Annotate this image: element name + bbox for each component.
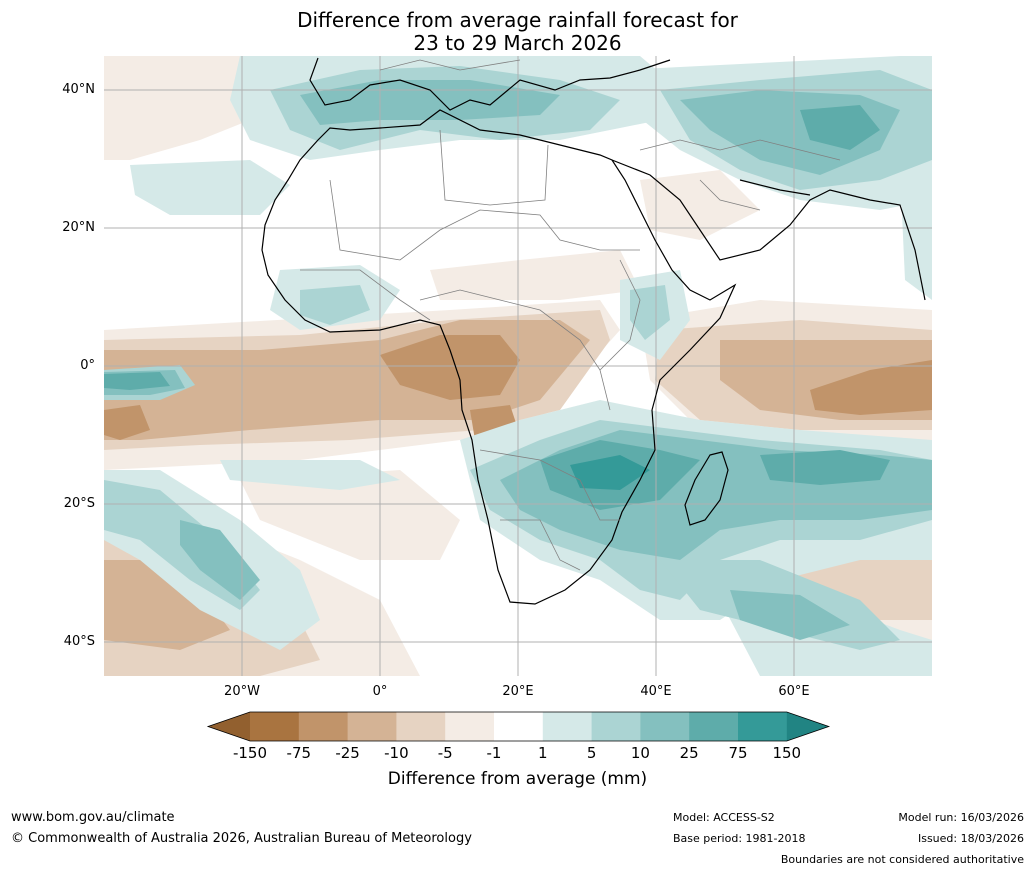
border-europe [379,59,521,71]
footer-model-run: Model run: 16/03/2026 [898,811,1024,824]
title-line-1: Difference from average rainfall forecas… [297,8,738,32]
border-southern-africa [479,449,620,521]
lat-label-40n: 40°N [62,82,95,97]
wet-strong-atlantic [104,372,170,390]
map-plot-area [104,56,932,676]
lon-label-40e: 40°E [640,684,672,699]
lon-label-20w: 20°W [224,684,260,699]
colorbar-segment [298,712,349,741]
lat-label-20n: 20°N [62,220,95,235]
footer-copyright: © Commonwealth of Australia 2026, Austra… [11,831,472,846]
colorbar-tick-label: 1 [538,744,548,762]
coastlines [261,57,926,605]
dry-medium-south-atlantic [104,560,230,650]
colorbar-segment [591,712,641,741]
footer-base-period: Base period: 1981-2018 [673,832,806,845]
lat-label-20s: 20°S [63,496,95,511]
dry-strong-congo [380,335,520,400]
colorbar-tick-label: 75 [728,744,748,762]
dry-slight-sahara-south [430,250,640,300]
lon-label-60e: 60°E [778,684,810,699]
border-arabia [699,179,761,211]
wet-medium-south-atlantic [180,520,260,600]
wet-very-strong-southern-africa [570,455,650,490]
coastline-europe [309,57,671,111]
coastline-africa [261,109,737,605]
graticule [104,56,932,676]
wet-medium-indian-ocean [730,590,850,640]
border-west-africa [300,269,431,321]
colorbar-tick-label: 5 [586,744,597,762]
colorbar-tick-label: 10 [630,744,650,762]
colorbar-tick-label: 25 [679,744,699,762]
border-southern-africa-2 [500,519,581,571]
border-east-africa [599,259,641,371]
colorbar-tick-label: -5 [437,744,453,762]
wet-strong-middle-east [800,105,880,150]
footer-model: Model: ACCESS-S2 [673,811,775,824]
colorbar-tick-label: -150 [232,744,268,762]
coastline-arabian-sea [739,179,811,196]
colorbar [206,711,831,742]
wet-strong-indian-ocean [760,450,890,485]
wet-slight-arabian-sea [900,160,932,300]
colorbar-segment [738,712,788,741]
colorbar-tick-label: -75 [286,744,312,762]
colorbar-high-extend [786,712,829,741]
lon-label-20e: 20°E [502,684,534,699]
coastline-arabia [611,159,926,301]
footer-disclaimer: Boundaries are not considered authoritat… [780,853,1024,866]
colorbar-segment [347,712,397,741]
colorbar-segment [542,712,593,741]
lat-label-0: 0° [80,358,95,373]
wet-light-east-africa [630,285,670,340]
dry-slight-mid-atlantic [240,470,460,560]
colorbar-tick-label: 150 [772,744,802,762]
wet-slight-north-atlantic [130,160,290,215]
colorbar-segment [640,712,690,741]
colorbar-segment [494,712,544,741]
colorbar-tick-label: -1 [486,744,502,762]
colorbar-low-extend [208,712,250,741]
colorbar-tick-label: -10 [384,744,409,762]
colorbar-outline [206,711,831,742]
dry-strong-atlantic [104,405,150,440]
lon-label-0: 0° [372,684,388,699]
colorbar-segment [396,712,446,741]
wet-slight-south-atlantic [220,460,400,490]
border-sahara [439,129,549,206]
border-middle-east [639,139,841,161]
border-north-africa [329,179,640,261]
footer-website[interactable]: www.bom.gov.au/climate [11,810,175,825]
wet-light-west-africa [300,285,370,325]
lat-label-40s: 40°S [63,634,95,649]
dry-strong-indian-ocean [810,360,932,415]
colorbar-tick-label: -25 [335,744,360,762]
chart-title: Difference from average rainfall forecas… [0,9,1035,55]
wet-medium-mediterranean [300,80,560,125]
colorbar-segment [445,712,495,741]
colorbar-segment [689,712,739,741]
colorbar-label: Difference from average (mm) [387,769,648,789]
title-line-2: 23 to 29 March 2026 [413,31,622,55]
anomaly-wet-very-strong [570,455,650,490]
colorbar-segment [250,712,300,741]
anomaly-wet-strong [104,105,890,510]
coastline-madagascar [684,451,729,526]
country-borders [300,59,841,571]
footer-issued: Issued: 18/03/2026 [917,832,1024,845]
dry-slight-red-sea [640,170,760,240]
